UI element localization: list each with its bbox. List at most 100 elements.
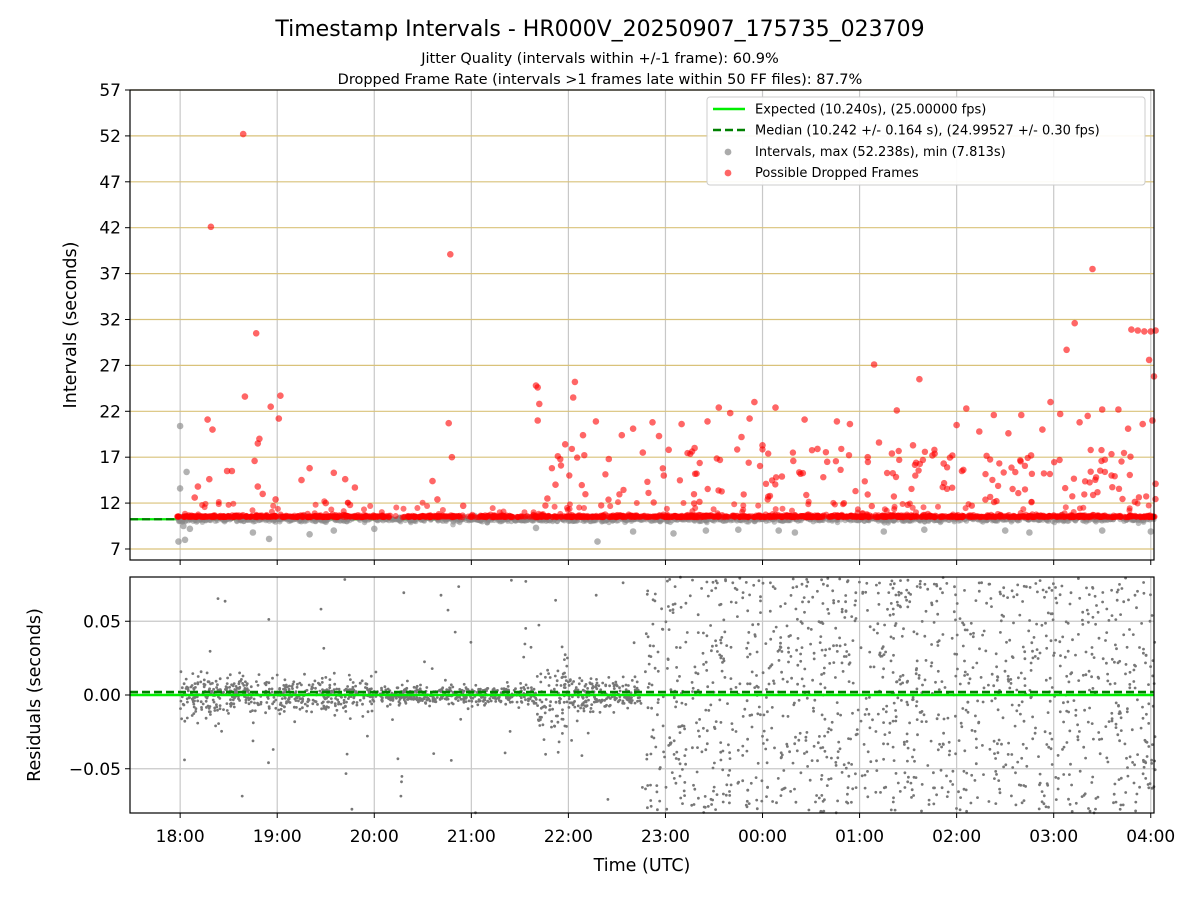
residual-point xyxy=(1009,682,1013,685)
dropped-frame-point xyxy=(1141,328,1148,335)
residual-point xyxy=(329,697,333,700)
dropped-frame-point xyxy=(194,483,202,490)
residual-point xyxy=(1019,671,1023,675)
residual-point xyxy=(235,690,239,694)
residual-point xyxy=(328,678,332,681)
interval-point xyxy=(921,526,928,533)
residual-point xyxy=(612,687,616,690)
dropped-frame-point xyxy=(1115,406,1122,413)
residual-point xyxy=(725,783,729,787)
residual-point xyxy=(1091,687,1095,690)
residual-point xyxy=(1018,613,1022,617)
residual-point xyxy=(179,670,183,674)
dropped-frame-point xyxy=(299,513,306,520)
dropped-frame-point xyxy=(962,505,969,512)
residual-point xyxy=(586,731,590,735)
dropped-frame-rate-subtitle: Dropped Frame Rate (intervals >1 frames … xyxy=(338,72,863,88)
residual-point xyxy=(404,687,407,691)
residual-point xyxy=(316,703,319,706)
residual-point xyxy=(301,698,305,701)
residual-point xyxy=(615,684,619,688)
dropped-frame-point xyxy=(1144,512,1151,519)
residual-point xyxy=(553,674,557,678)
residual-point xyxy=(630,679,634,682)
residual-point xyxy=(987,683,990,687)
residual-point xyxy=(557,740,561,744)
dropped-frame-point xyxy=(691,470,699,477)
dropped-frame-point xyxy=(789,507,795,514)
residual-point xyxy=(305,688,309,692)
residual-point xyxy=(567,706,571,709)
residual-point xyxy=(606,696,610,699)
residual-point xyxy=(524,580,528,583)
dropped-frame-points xyxy=(174,130,1159,521)
residual-point xyxy=(428,704,431,708)
dropped-frame-point xyxy=(341,475,349,483)
residual-point xyxy=(402,591,406,595)
residual-point xyxy=(374,670,378,674)
dropped-frame-point xyxy=(249,507,256,514)
dropped-frame-point xyxy=(1143,493,1150,500)
dropped-frame-point xyxy=(607,514,614,521)
residual-point xyxy=(863,713,867,716)
dropped-frame-point xyxy=(778,473,786,480)
dropped-frame-point xyxy=(654,514,661,521)
dropped-frame-point xyxy=(298,476,305,484)
dropped-frame-point xyxy=(1120,449,1128,457)
residual-point xyxy=(1143,738,1147,742)
residual-point xyxy=(483,696,487,699)
residual-point xyxy=(530,686,533,689)
interval-point xyxy=(532,524,540,532)
residual-point xyxy=(340,695,343,699)
residual-point xyxy=(1023,677,1027,680)
residual-point xyxy=(806,580,810,584)
dropped-frame-point xyxy=(704,418,711,425)
residual-point xyxy=(484,702,487,705)
residual-point xyxy=(336,698,339,702)
residual-point xyxy=(434,700,438,704)
residual-point xyxy=(638,699,642,703)
residual-point xyxy=(603,705,607,708)
dropped-frame-point xyxy=(374,514,381,520)
residual-point xyxy=(1112,792,1116,796)
dropped-frame-point xyxy=(392,513,399,519)
residual-point xyxy=(633,675,637,679)
residual-point xyxy=(217,722,221,725)
dropped-frame-point xyxy=(223,467,231,475)
residual-point xyxy=(791,577,795,581)
residual-point xyxy=(402,698,406,702)
dropped-frame-point xyxy=(1139,420,1146,428)
residual-point xyxy=(489,699,493,703)
residual-point xyxy=(337,687,341,691)
residual-point xyxy=(322,706,326,710)
residual-point xyxy=(552,687,556,691)
residual-point xyxy=(639,702,643,705)
residual-point xyxy=(678,731,682,734)
residual-point xyxy=(548,704,552,708)
residual-point xyxy=(996,742,999,746)
residual-point xyxy=(432,752,436,755)
residual-point xyxy=(694,671,698,675)
residual-point xyxy=(233,688,237,691)
residual-point xyxy=(333,702,337,705)
residual-point xyxy=(932,582,936,586)
residual-point xyxy=(1105,756,1109,760)
residual-point xyxy=(563,658,566,661)
dropped-frame-point xyxy=(700,512,706,519)
residual-point xyxy=(209,710,212,714)
dropped-frame-point xyxy=(968,502,975,509)
residuals-panel: 0.050.00−0.05 18:00 19:00 20:00 21:00 22:00 2… xyxy=(25,575,1175,847)
residual-point xyxy=(842,763,846,767)
residual-point xyxy=(835,650,839,653)
residual-point xyxy=(583,704,587,707)
residual-point xyxy=(1047,745,1051,749)
residual-point xyxy=(320,701,324,705)
residual-point xyxy=(702,663,705,666)
residual-point xyxy=(244,688,248,691)
dropped-frame-point xyxy=(888,450,896,457)
residual-point xyxy=(205,696,209,700)
dropped-frame-point xyxy=(1047,398,1054,406)
dropped-frame-point xyxy=(729,512,736,519)
residual-point xyxy=(555,683,559,687)
